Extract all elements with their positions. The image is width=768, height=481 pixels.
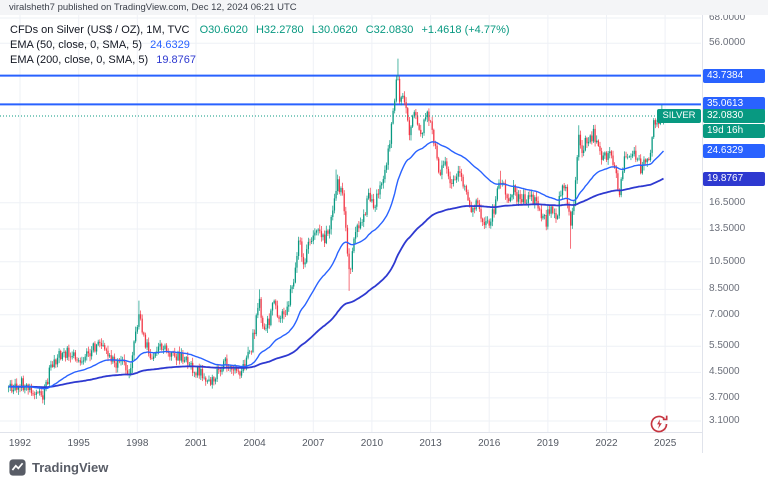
- symbol-title: CFDs on Silver (US$ / OZ), 1M, TVC: [10, 24, 190, 36]
- axis-corner: [702, 432, 768, 453]
- chart-legend: CFDs on Silver (US$ / OZ), 1M, TVC O30.6…: [10, 23, 510, 68]
- price-scale-label: 4.5000: [709, 366, 740, 378]
- ema200-value: 19.8767: [156, 54, 196, 66]
- publish-header: viralsheth7 published on TradingView.com…: [0, 0, 768, 15]
- ema50-value: 24.6329: [150, 39, 190, 51]
- time-scale-label: 1992: [8, 438, 32, 449]
- ema-200-line[interactable]: [8, 177, 664, 389]
- legend-symbol-row[interactable]: CFDs on Silver (US$ / OZ), 1M, TVC O30.6…: [10, 23, 510, 38]
- time-scale-label: 1995: [67, 438, 90, 449]
- ohlc-close: C32.0830: [365, 24, 414, 36]
- price-scale-label: 5.5000: [709, 340, 740, 352]
- time-scale-label: 2004: [243, 438, 266, 449]
- ohlc-open: O30.6020: [199, 24, 248, 36]
- legend-ema50-row[interactable]: EMA (50, close, 0, SMA, 5) 24.6329: [10, 38, 510, 53]
- price-scale-label: 16.5000: [709, 196, 746, 208]
- legend-ema200-row[interactable]: EMA (200, close, 0, SMA, 5) 19.8767: [10, 53, 510, 68]
- ohlc-low: L30.0620: [311, 24, 358, 36]
- price-line-badge-1: 43.7384: [703, 68, 765, 83]
- ohlc-change: +1.4618 (+4.77%): [421, 24, 510, 36]
- price-scale-label: 7.0000: [709, 308, 740, 320]
- symbol-price-tag: SILVER: [657, 109, 701, 124]
- price-scale-label: 68.0000: [709, 12, 746, 23]
- tradingview-logo-icon[interactable]: [9, 459, 26, 476]
- time-scale-label: 2010: [360, 438, 384, 449]
- time-scale-label: 1998: [126, 438, 149, 449]
- time-scale[interactable]: 1992 1995 1998 2001 2004 2007 2010 2013 2016 2019…: [0, 432, 702, 454]
- refresh-lightning-icon[interactable]: [648, 413, 670, 435]
- ema200-badge: 19.8767: [703, 171, 765, 186]
- price-scale-label: 3.7000: [709, 391, 740, 403]
- tradingview-wordmark[interactable]: TradingView: [32, 460, 109, 475]
- ohlc-high: H32.2780: [255, 24, 304, 36]
- footer: TradingView: [0, 454, 768, 481]
- publish-line: viralsheth7 published on TradingView.com…: [9, 2, 297, 13]
- time-scale-label: 2013: [419, 438, 442, 449]
- candlesticks: [7, 58, 665, 405]
- price-scale-label: 10.5000: [709, 255, 746, 267]
- time-scale-label: 2016: [478, 438, 501, 449]
- horizontal-level-lines[interactable]: [0, 74, 701, 106]
- price-scale[interactable]: 68.0000 56.0000 16.5000 13.5000 10.5000 8.500…: [702, 12, 768, 432]
- ema-50-line[interactable]: [8, 141, 665, 390]
- time-scale-label: 2025: [654, 438, 677, 449]
- ema50-badge: 24.6329: [703, 143, 765, 158]
- last-price-badge: 32.0830: [703, 109, 765, 124]
- ema50-label: EMA (50, close, 0, SMA, 5): [10, 39, 143, 51]
- price-scale-label: 56.0000: [709, 37, 746, 49]
- bar-close-countdown-badge: 19d 16h: [703, 124, 765, 139]
- time-scale-label: 2019: [536, 438, 559, 449]
- price-scale-label: 8.5000: [709, 283, 740, 295]
- price-line-badge-2: 35.0613: [703, 97, 765, 112]
- time-scale-label: 2001: [184, 438, 208, 449]
- time-scale-label: 2007: [302, 438, 325, 449]
- time-scale-label: 2022: [595, 438, 618, 449]
- ema200-label: EMA (200, close, 0, SMA, 5): [10, 54, 149, 66]
- price-scale-label: 13.5000: [709, 222, 746, 234]
- price-scale-label: 3.1000: [709, 414, 740, 426]
- grid: [0, 15, 701, 432]
